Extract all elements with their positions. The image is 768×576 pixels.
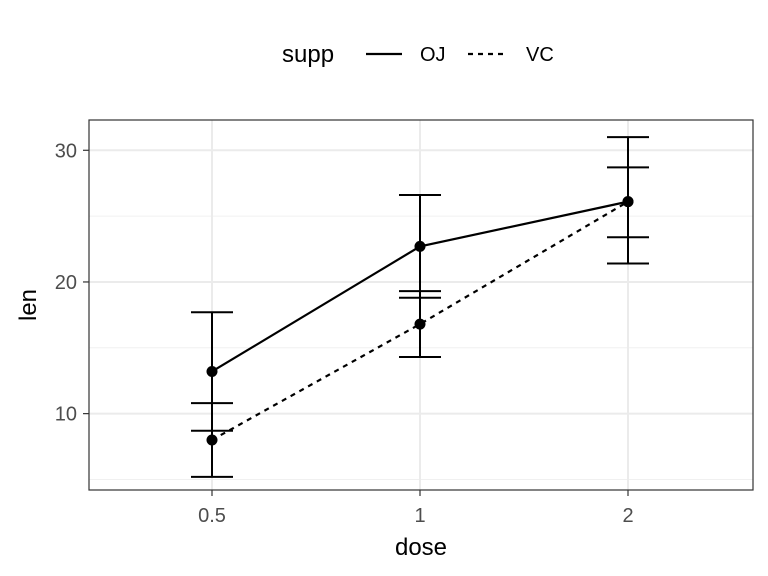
x-tick-label: 1 bbox=[414, 505, 425, 527]
data-point-vc bbox=[206, 434, 218, 446]
legend: supp OJ VC bbox=[282, 41, 554, 68]
y-axis-title: len bbox=[15, 289, 42, 321]
axes-layer: 10 20 30 0.5 1 2 bbox=[55, 140, 634, 527]
x-tick-label: 2 bbox=[622, 505, 633, 527]
data-point-oj bbox=[206, 365, 218, 377]
x-tick-label: 0.5 bbox=[198, 505, 226, 527]
legend-title: supp bbox=[282, 41, 334, 68]
y-tick-label: 10 bbox=[55, 404, 77, 426]
legend-label-vc: VC bbox=[526, 44, 554, 66]
y-tick-label: 30 bbox=[55, 140, 77, 162]
plot-panel-border bbox=[88, 119, 754, 491]
series-layer bbox=[191, 136, 649, 478]
legend-label-oj: OJ bbox=[420, 44, 446, 66]
data-point-oj bbox=[414, 240, 426, 252]
x-axis-title: dose bbox=[395, 534, 447, 561]
y-tick-label: 20 bbox=[55, 272, 77, 294]
data-point-vc bbox=[622, 196, 634, 208]
data-point-vc bbox=[414, 318, 426, 330]
